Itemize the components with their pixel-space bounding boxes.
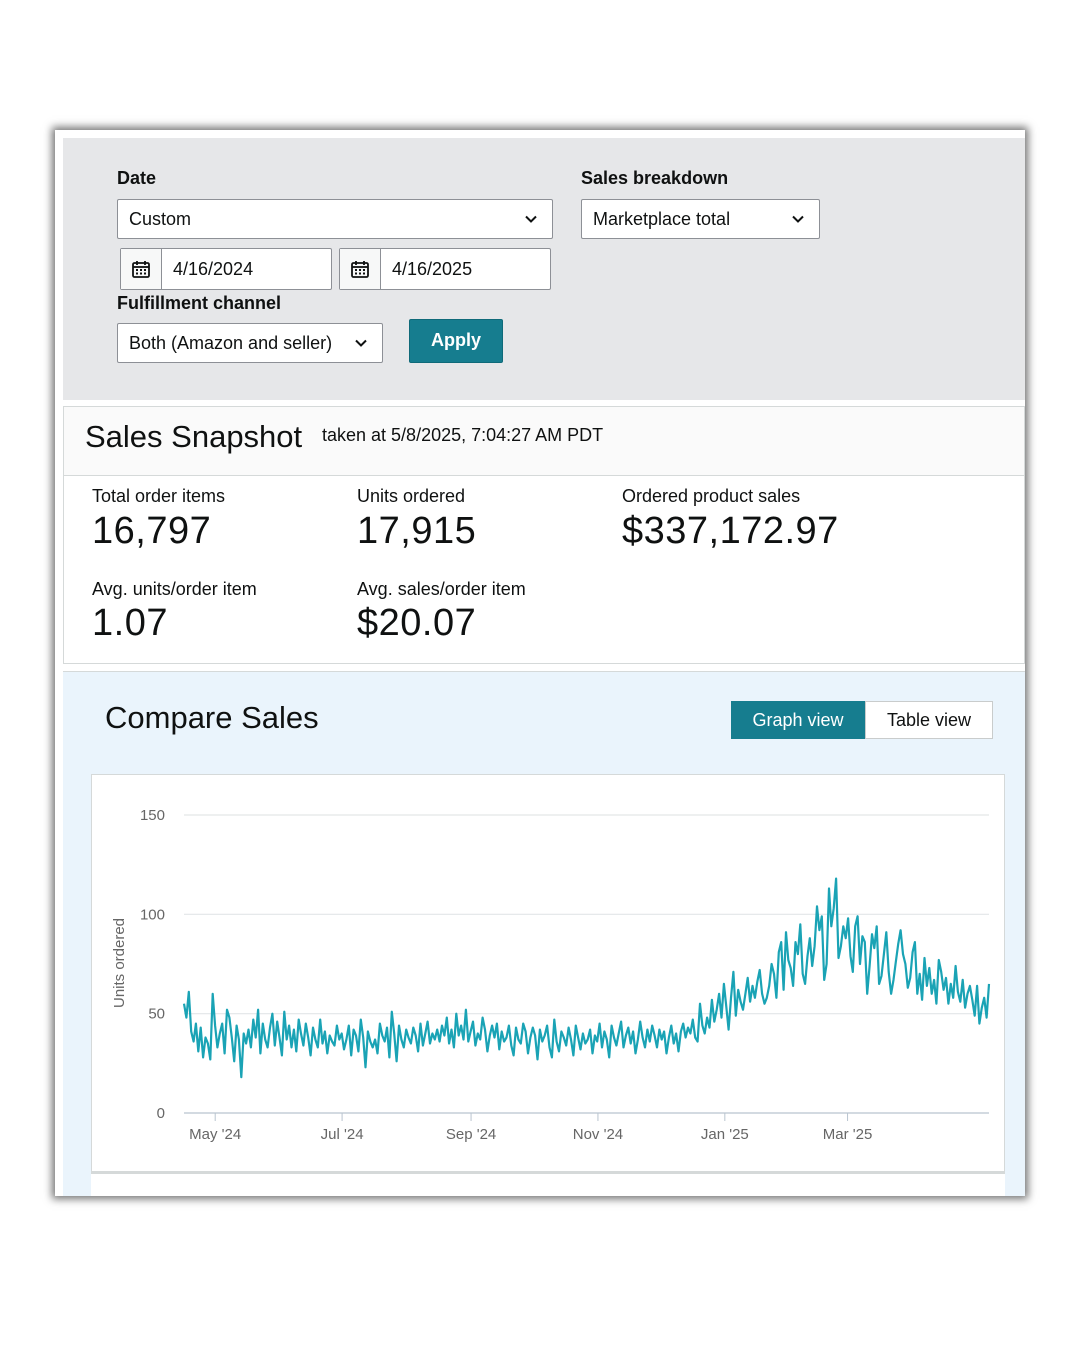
metric-value-total-order-items: 16,797: [92, 510, 212, 552]
chevron-down-icon: [792, 215, 804, 223]
metric-label-ordered-product-sales: Ordered product sales: [622, 486, 801, 506]
y-axis-ticks: 0 50 100 150: [140, 807, 165, 1122]
series-line-units-ordered: [182, 877, 991, 1079]
x-tick-label: Sep '24: [446, 1126, 496, 1143]
sales-snapshot-metrics: Total order items 16,797 Units ordered 1…: [63, 476, 1025, 664]
chevron-down-icon: [355, 339, 367, 347]
date-range-select[interactable]: Custom: [117, 199, 553, 239]
x-tick-label: Mar '25: [823, 1126, 873, 1143]
fulfillment-channel-select[interactable]: Both (Amazon and seller): [117, 323, 383, 363]
fulfillment-channel-value: Both (Amazon and seller): [129, 333, 333, 353]
fulfillment-channel-label: Fulfillment channel: [117, 293, 282, 313]
y-tick-label: 0: [157, 1105, 165, 1122]
table-view-button[interactable]: Table view: [865, 701, 993, 739]
sales-breakdown-select[interactable]: Marketplace total: [581, 199, 820, 239]
metric-value-units-ordered: 17,915: [357, 510, 477, 552]
x-tick-label: May '24: [189, 1126, 241, 1143]
y-tick-label: 100: [140, 906, 165, 923]
chart-card: 0 50 100 150 May '24 Jul '24 Sep '24 Nov '24 Ja…: [91, 774, 1005, 1172]
metric-value-avg-units-per-order-item: 1.07: [92, 602, 168, 644]
y-axis-label: Units ordered: [111, 918, 128, 1008]
app-window: Date Custom Sales breakdown Marketplace …: [55, 130, 1025, 1196]
y-tick-label: 150: [140, 807, 165, 824]
view-toggle: Graph view Table view: [731, 701, 993, 739]
graph-view-button[interactable]: Graph view: [731, 701, 865, 739]
calendar-icon[interactable]: [340, 249, 381, 289]
x-tick-label: Jul '24: [321, 1126, 364, 1143]
x-tick-label: Nov '24: [573, 1126, 623, 1143]
end-date-value: 4/16/2025: [392, 259, 473, 279]
sales-breakdown-value: Marketplace total: [593, 209, 731, 229]
x-tick-label: Jan '25: [701, 1126, 749, 1143]
calendar-icon[interactable]: [121, 249, 162, 289]
x-axis-ticks: May '24 Jul '24 Sep '24 Nov '24 Jan '25 Mar '…: [189, 1113, 872, 1143]
compare-sales-section: Compare Sales Graph view Table view 0 50 1…: [63, 671, 1025, 1196]
metric-value-ordered-product-sales: $337,172.97: [622, 510, 839, 552]
date-label: Date: [117, 168, 157, 188]
start-date-field[interactable]: 4/16/2024: [120, 248, 332, 290]
metric-label-avg-sales-per-order-item: Avg. sales/order item: [357, 579, 526, 599]
filter-panel: Date Custom Sales breakdown Marketplace …: [63, 138, 1025, 400]
chevron-down-icon: [525, 215, 537, 223]
metric-label-avg-units-per-order-item: Avg. units/order item: [92, 579, 257, 599]
snapshot-timestamp: taken at 5/8/2025, 7:04:27 AM PDT: [322, 425, 604, 445]
metric-value-avg-sales-per-order-item: $20.07: [357, 602, 477, 644]
units-ordered-chart: 0 50 100 150 May '24 Jul '24 Sep '24 Nov '24 Ja…: [111, 807, 991, 1143]
sales-snapshot-header: Sales Snapshot taken at 5/8/2025, 7:04:2…: [63, 406, 1025, 476]
metric-label-total-order-items: Total order items: [92, 486, 226, 506]
apply-button[interactable]: Apply: [409, 319, 503, 363]
end-date-field[interactable]: 4/16/2025: [339, 248, 551, 290]
compare-sales-title: Compare Sales: [105, 700, 319, 735]
y-tick-label: 50: [148, 1006, 165, 1023]
metric-label-units-ordered: Units ordered: [357, 486, 466, 506]
sales-breakdown-label: Sales breakdown: [581, 168, 729, 188]
sales-snapshot-title: Sales Snapshot: [85, 419, 303, 454]
date-range-value: Custom: [129, 209, 192, 229]
chart-footer: [91, 1172, 1005, 1196]
start-date-value: 4/16/2024: [173, 259, 254, 279]
chart-grid: [184, 814, 989, 1114]
